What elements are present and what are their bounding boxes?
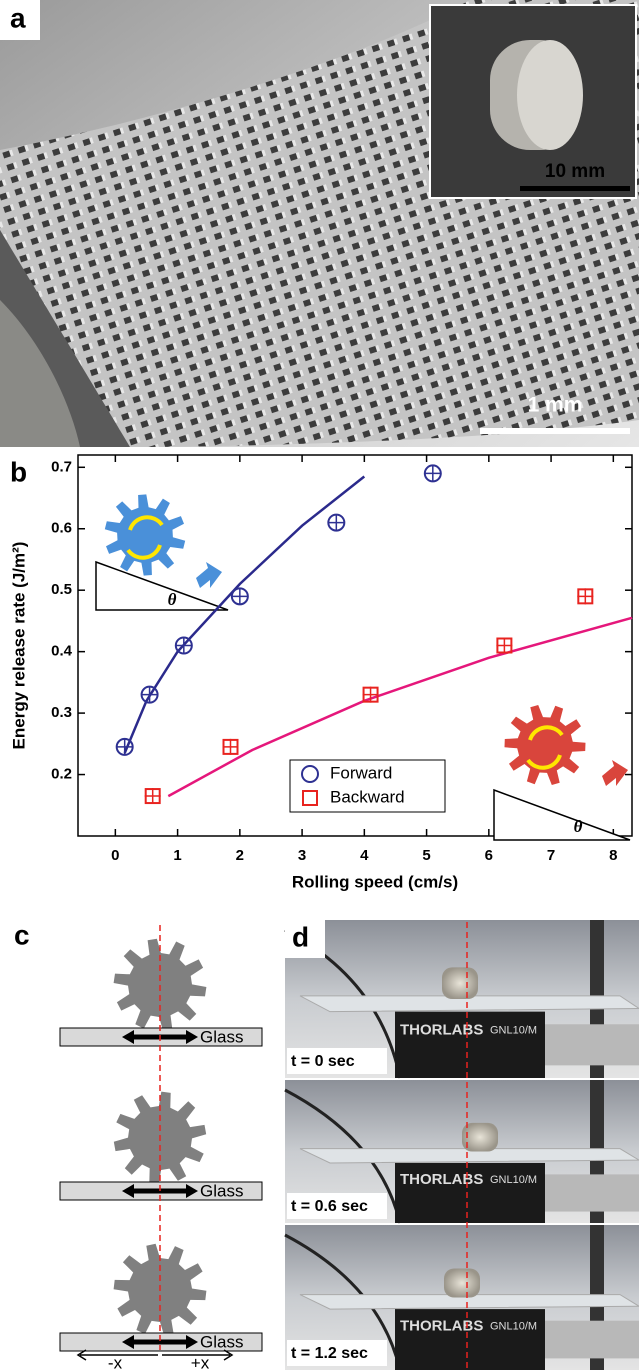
- angle-label: θ: [574, 817, 583, 836]
- gear-icon: [505, 705, 586, 785]
- model-label: GNL10/M: [490, 1320, 537, 1332]
- x-tick-label: 4: [360, 847, 369, 864]
- x-tick-label: 2: [236, 847, 244, 864]
- panel-label: d: [292, 921, 309, 952]
- error-bar: [145, 788, 161, 804]
- micrometer: [545, 1024, 639, 1065]
- motion-arrow: [196, 562, 222, 588]
- y-tick-label: 0.4: [51, 643, 73, 660]
- panel-label: c: [14, 919, 30, 950]
- model-label: GNL10/M: [490, 1174, 537, 1186]
- y-tick-label: 0.5: [51, 581, 72, 598]
- error-bar: [223, 739, 239, 755]
- x-tick-label: 3: [298, 847, 306, 864]
- main-scale-label: 1 mm: [528, 394, 583, 417]
- x-tick-label: 6: [485, 847, 493, 864]
- time-label: t = 1.2 sec: [291, 1345, 368, 1362]
- x-tick-label: 8: [609, 847, 617, 864]
- direction-label: -x: [108, 1353, 123, 1370]
- legend-label: Backward: [330, 787, 405, 806]
- panel-label: b: [10, 456, 27, 487]
- x-tick-label: 5: [422, 847, 430, 864]
- x-tick-label: 0: [111, 847, 119, 864]
- y-tick-label: 0.2: [51, 766, 72, 783]
- roller: [442, 967, 478, 999]
- micrometer: [545, 1174, 639, 1211]
- y-axis-label: Energy release rate (J/m²): [9, 542, 28, 750]
- roller: [444, 1269, 480, 1298]
- inset-roller-face: [517, 40, 583, 150]
- substrate-label: Glass: [200, 1181, 243, 1200]
- micrometer: [545, 1321, 639, 1359]
- model-label: GNL10/M: [490, 1025, 537, 1037]
- brand-label: THORLABS: [400, 1022, 483, 1039]
- y-tick-label: 0.7: [51, 458, 72, 475]
- figure: 10 mm 1 mm a b 0 1 2 3 4 5 6 7 8 0.2 0.3 0.4 0.5 0.6 0…: [0, 0, 639, 1370]
- brand-label: THORLABS: [400, 1317, 483, 1334]
- substrate-label: Glass: [200, 1332, 243, 1351]
- main-scale-bar: [480, 428, 630, 434]
- motion-arrow: [602, 760, 628, 786]
- panel-label: a: [10, 2, 26, 33]
- time-label: t = 0.6 sec: [291, 1198, 368, 1215]
- y-tick-label: 0.6: [51, 520, 72, 537]
- y-tick-label: 0.3: [51, 704, 72, 721]
- substrate-label: Glass: [200, 1027, 243, 1046]
- x-axis-label: Rolling speed (cm/s): [292, 872, 458, 891]
- x-tick-label: 1: [173, 847, 181, 864]
- gear-icon: [105, 494, 185, 575]
- direction-label: +x: [191, 1353, 210, 1370]
- angle-label: θ: [168, 590, 177, 609]
- slope: [494, 790, 630, 840]
- x-tick-label: 7: [547, 847, 555, 864]
- inset-scale-bar: [520, 186, 630, 191]
- brand-label: THORLABS: [400, 1171, 483, 1188]
- legend-label: Forward: [330, 763, 392, 782]
- error-bar: [577, 588, 593, 604]
- time-label: t = 0 sec: [291, 1053, 355, 1070]
- inset-scale-label: 10 mm: [545, 161, 605, 182]
